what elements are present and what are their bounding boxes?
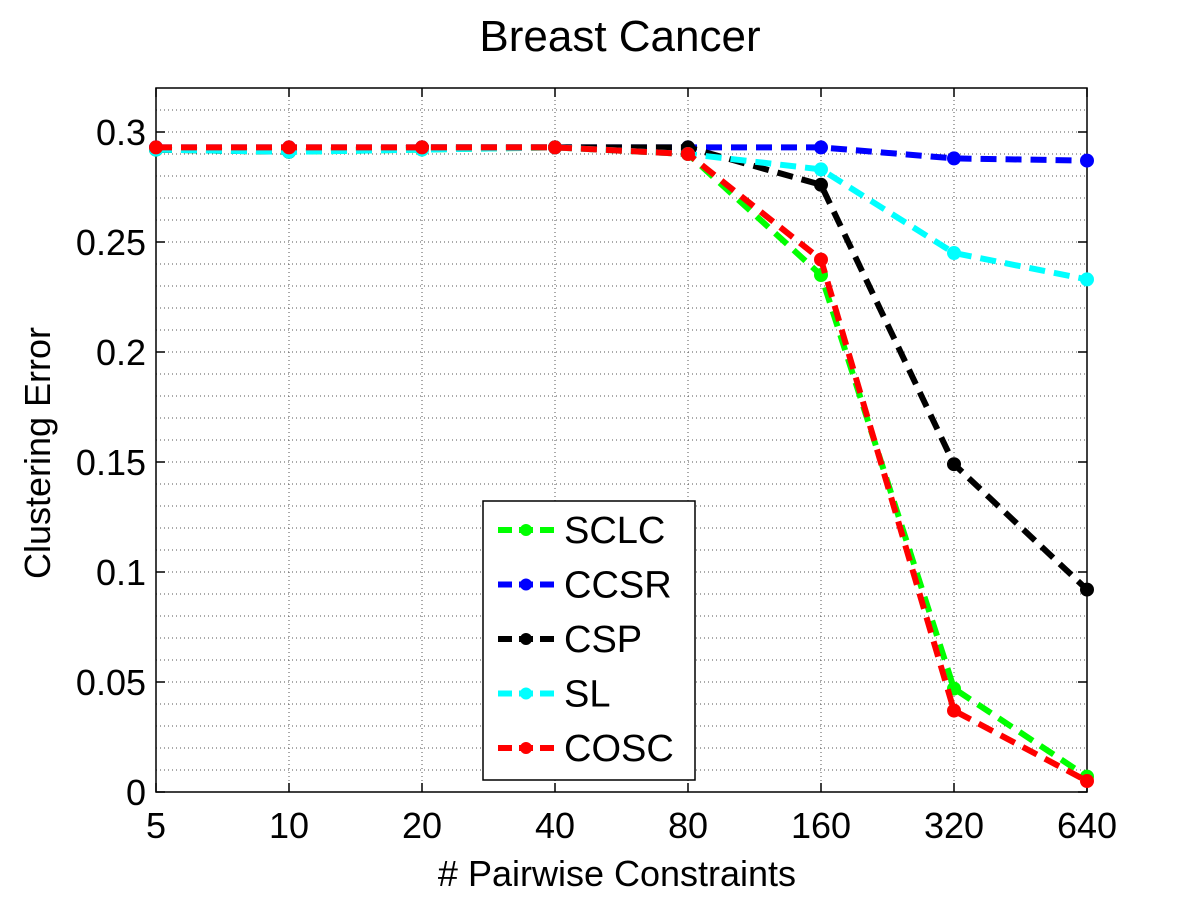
x-tick-label: 10 (269, 805, 309, 846)
legend-marker (520, 633, 532, 645)
series-lines (149, 140, 1094, 788)
data-point (947, 151, 961, 166)
x-axis-label: # Pairwise Constraints (438, 853, 796, 894)
data-point (814, 177, 828, 192)
data-point (947, 246, 961, 260)
series-line (156, 144, 1089, 784)
x-tick-label: 320 (924, 805, 984, 846)
legend-label: COSC (564, 728, 674, 770)
legend-marker (520, 742, 532, 754)
y-axis-label: Clustering Error (17, 327, 58, 579)
data-point (548, 140, 562, 155)
data-point (681, 147, 695, 161)
legend-entry-ccsr: CCSR (498, 565, 672, 607)
plot-area-border (155, 87, 1088, 793)
data-point (415, 140, 429, 155)
legend-entry-cosc: COSC (498, 728, 674, 770)
x-tick-label: 5 (146, 805, 166, 846)
chart-title: Breast Cancer (479, 12, 760, 61)
x-tick-label: 640 (1057, 805, 1117, 846)
series-cosc (149, 140, 1094, 788)
y-tick-label: 0 (126, 772, 146, 813)
data-point (1080, 272, 1094, 287)
legend-label: SL (564, 674, 610, 716)
y-tick-label: 0.1 (96, 552, 146, 593)
legend-box (482, 500, 696, 781)
grid (156, 88, 1087, 792)
y-tick-label: 0.05 (76, 662, 146, 703)
legend-entry-sclc: SCLC (498, 510, 665, 552)
legend-marker (520, 687, 532, 700)
y-tick-label: 0.2 (96, 332, 146, 373)
legend-marker (520, 578, 532, 591)
data-point (282, 140, 296, 155)
data-point (149, 140, 163, 155)
x-tick-label: 20 (402, 805, 442, 846)
data-point (1080, 582, 1094, 597)
legend: SCLC CCSR CSP SL COSC (482, 500, 696, 781)
legend-label: CCSR (564, 565, 672, 607)
data-point (814, 252, 828, 267)
x-tick-label: 160 (791, 805, 851, 846)
legend-entry-csp: CSP (498, 619, 642, 661)
y-tick-label: 0.15 (76, 442, 146, 483)
data-point (814, 140, 828, 155)
legend-label: CSP (564, 619, 642, 661)
legend-marker (520, 524, 532, 536)
data-point (947, 457, 961, 472)
legend-entry-sl: SL (498, 674, 610, 716)
x-tick-label: 40 (535, 805, 575, 846)
data-point (1080, 153, 1094, 168)
data-point (947, 703, 961, 718)
x-tick-label: 80 (668, 805, 708, 846)
y-tick-label: 0.3 (96, 112, 146, 153)
legend-label: SCLC (564, 510, 665, 552)
axis-ticks: 5 10 20 40 80 160 320 640 0 0.05 0.1 0.15 0.2 0.25 0.3 (76, 88, 1117, 846)
data-point (814, 162, 828, 177)
data-point (1080, 774, 1094, 788)
y-tick-label: 0.25 (76, 222, 146, 263)
